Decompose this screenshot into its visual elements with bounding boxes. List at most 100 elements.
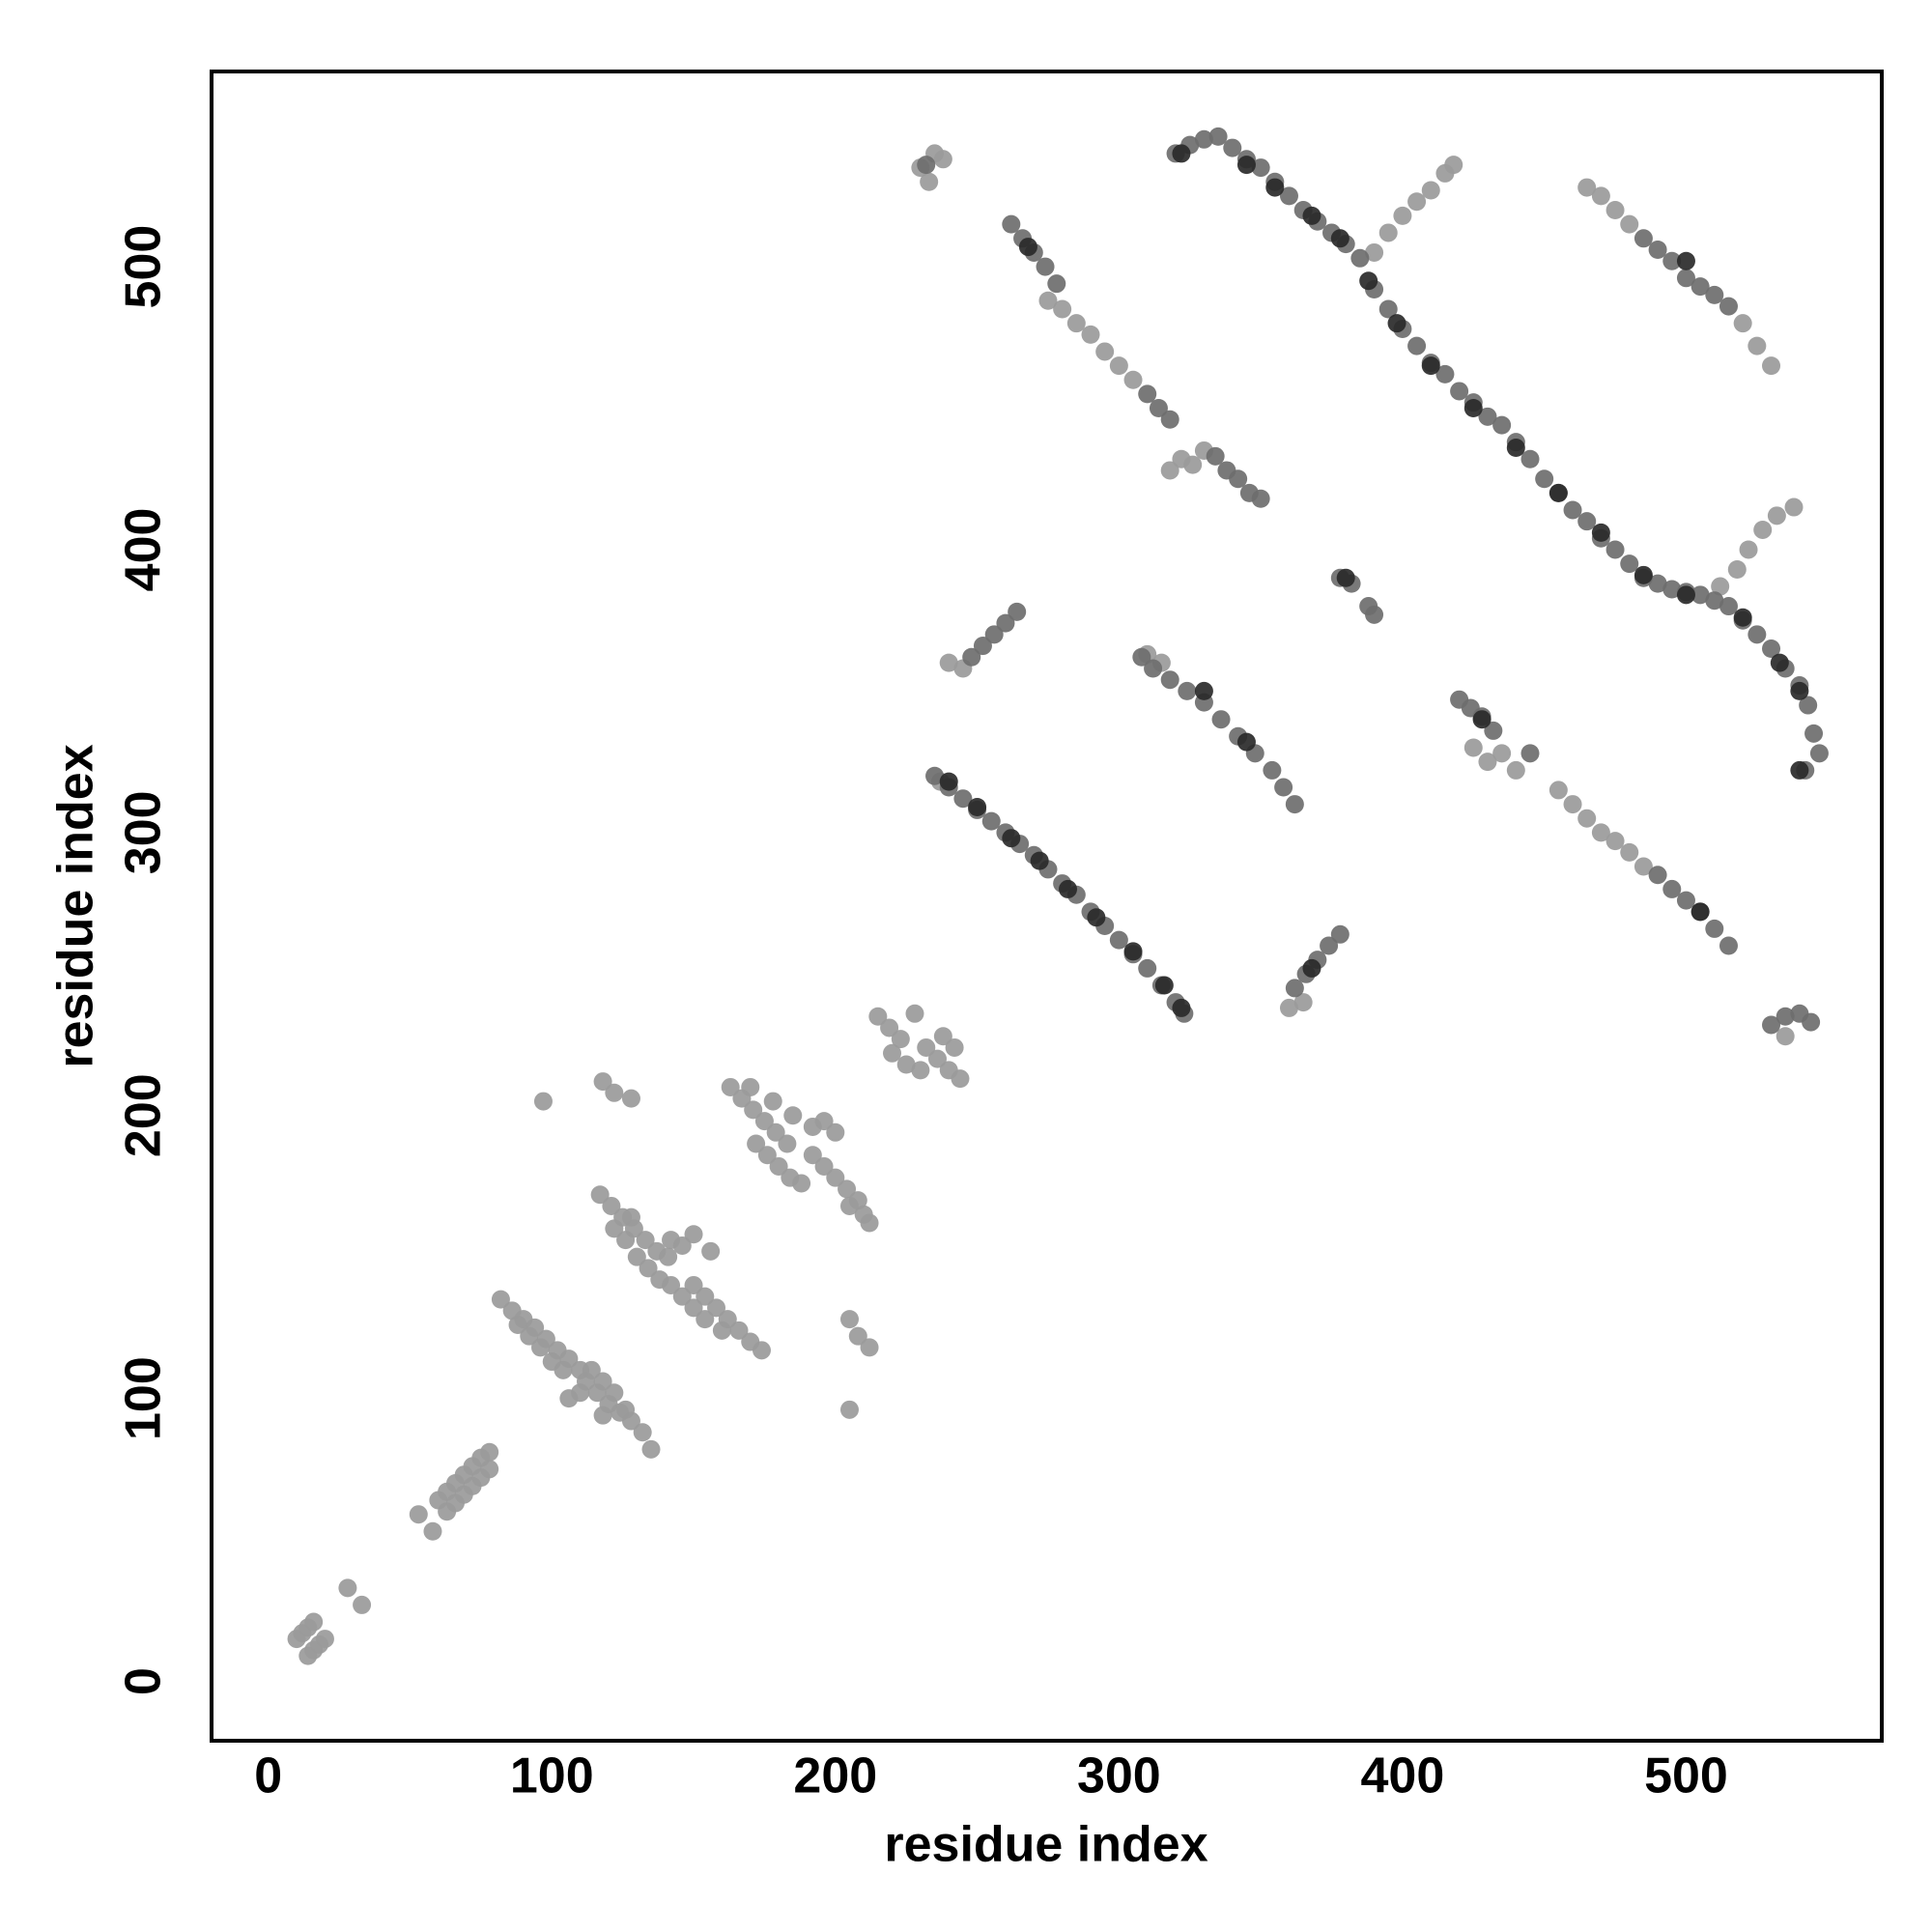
x-tick-label: 400 (1361, 1748, 1445, 1804)
point (633, 1423, 652, 1442)
point (1407, 336, 1427, 355)
point (1172, 998, 1191, 1017)
point (1676, 891, 1695, 910)
point (945, 1037, 964, 1057)
plot-frame (210, 70, 1884, 1743)
point (1776, 1007, 1795, 1026)
point (1676, 585, 1695, 605)
point (1799, 696, 1818, 715)
point (1018, 238, 1037, 257)
point (1138, 384, 1157, 404)
point (1421, 356, 1440, 376)
point (1563, 795, 1582, 814)
point (744, 1100, 763, 1120)
point (602, 1196, 621, 1215)
point (1705, 919, 1724, 938)
point (1809, 744, 1829, 763)
point (1002, 829, 1021, 848)
point (480, 1442, 499, 1462)
point (981, 811, 1001, 831)
point (1194, 681, 1213, 700)
point (814, 1112, 834, 1131)
point (1109, 930, 1128, 950)
point (1463, 399, 1483, 418)
point (1753, 520, 1773, 539)
point (1036, 257, 1055, 276)
x-tick-label: 300 (1077, 1748, 1161, 1804)
point (684, 1275, 703, 1294)
point (1236, 732, 1256, 752)
point (1279, 998, 1298, 1017)
point (616, 1231, 636, 1250)
y-tick-label: 300 (116, 790, 172, 874)
point (1762, 639, 1781, 658)
point (1132, 647, 1151, 667)
point (741, 1077, 760, 1096)
y-tick-label: 0 (116, 1667, 172, 1695)
point (1762, 1015, 1781, 1035)
point (1263, 760, 1282, 780)
point (1620, 842, 1639, 862)
point (917, 156, 936, 175)
point (1591, 523, 1610, 542)
point (1095, 342, 1115, 361)
point (533, 1092, 553, 1111)
point (1208, 127, 1228, 146)
point (939, 653, 958, 672)
point (1767, 506, 1786, 526)
point (1160, 670, 1179, 690)
point (1285, 795, 1304, 814)
point (839, 1310, 859, 1329)
x-tick-label: 500 (1644, 1748, 1728, 1804)
point (1172, 144, 1191, 163)
point (973, 637, 992, 656)
point (353, 1595, 372, 1614)
point (712, 1321, 731, 1340)
point (1030, 851, 1049, 870)
point (1520, 744, 1540, 763)
point (338, 1578, 357, 1598)
point (1492, 415, 1512, 435)
point (729, 1321, 749, 1340)
point (721, 1077, 740, 1096)
point (1577, 512, 1597, 531)
point (593, 1072, 612, 1092)
point (1336, 568, 1355, 587)
point (1719, 297, 1738, 316)
point (1478, 753, 1497, 772)
point (672, 1287, 692, 1306)
point (696, 1287, 715, 1306)
point (1302, 958, 1321, 978)
point (905, 1004, 924, 1023)
point (868, 1007, 888, 1026)
point (1053, 299, 1072, 319)
point (1634, 229, 1653, 248)
point (593, 1406, 612, 1425)
point (1144, 659, 1163, 678)
point (925, 766, 945, 785)
point (1463, 738, 1483, 757)
point (766, 1122, 785, 1142)
point (848, 1326, 867, 1346)
x-tick-label: 0 (254, 1748, 282, 1804)
point (880, 1018, 899, 1037)
point (951, 1069, 970, 1089)
point (1123, 942, 1143, 961)
point (508, 1315, 527, 1334)
point (1059, 879, 1078, 898)
point (1407, 192, 1427, 212)
point (696, 1310, 715, 1329)
point (1784, 497, 1804, 517)
point (1591, 823, 1610, 842)
point (1274, 778, 1293, 797)
point (1563, 500, 1582, 520)
point (409, 1505, 428, 1524)
point (1577, 178, 1597, 197)
point (1154, 976, 1174, 995)
point (826, 1168, 845, 1187)
point (1711, 577, 1730, 596)
point (315, 1630, 334, 1649)
point (1206, 446, 1225, 466)
point (1421, 181, 1440, 200)
